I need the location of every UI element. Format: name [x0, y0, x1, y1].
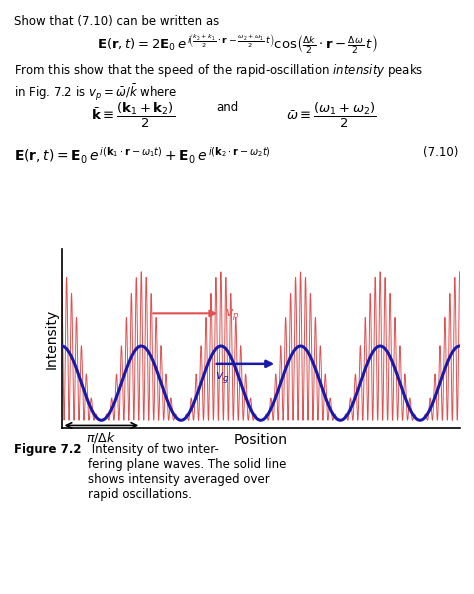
Y-axis label: Intensity: Intensity — [45, 308, 59, 369]
Text: From this show that the speed of the rapid-oscillation $\it{intensity}$ peaks
in: From this show that the speed of the rap… — [14, 62, 424, 103]
Text: Show that (7.10) can be written as: Show that (7.10) can be written as — [14, 15, 219, 28]
Text: $\mathbf{E}(\mathbf{r}, t) = 2\mathbf{E}_0\,e^{\,i\!\left(\frac{k_2+k_1}{2}\cdot: $\mathbf{E}(\mathbf{r}, t) = 2\mathbf{E}… — [97, 33, 377, 56]
X-axis label: Position: Position — [234, 433, 288, 447]
Text: $v_g$: $v_g$ — [215, 370, 230, 385]
Text: (7.10): (7.10) — [423, 146, 458, 159]
Text: $\bar{\mathbf{k}} \equiv \dfrac{(\mathbf{k}_1 + \mathbf{k}_2)}{2}$: $\bar{\mathbf{k}} \equiv \dfrac{(\mathbf… — [91, 101, 175, 130]
Text: $\bar{\omega} \equiv \dfrac{(\omega_1 + \omega_2)}{2}$: $\bar{\omega} \equiv \dfrac{(\omega_1 + … — [286, 101, 377, 130]
Text: $\mathbf{E}(\mathbf{r}, t) = \mathbf{E}_0\,e^{\,i(\mathbf{k}_1\cdot\mathbf{r}-\o: $\mathbf{E}(\mathbf{r}, t) = \mathbf{E}_… — [14, 146, 271, 166]
Text: $v_p$: $v_p$ — [225, 308, 239, 323]
Text: and: and — [217, 101, 238, 114]
Text: Figure 7.2: Figure 7.2 — [14, 443, 82, 456]
Text: Intensity of two inter-
fering plane waves. The solid line
shows intensity avera: Intensity of two inter- fering plane wav… — [88, 443, 286, 501]
Text: $\pi/\Delta k$: $\pi/\Delta k$ — [86, 430, 117, 445]
